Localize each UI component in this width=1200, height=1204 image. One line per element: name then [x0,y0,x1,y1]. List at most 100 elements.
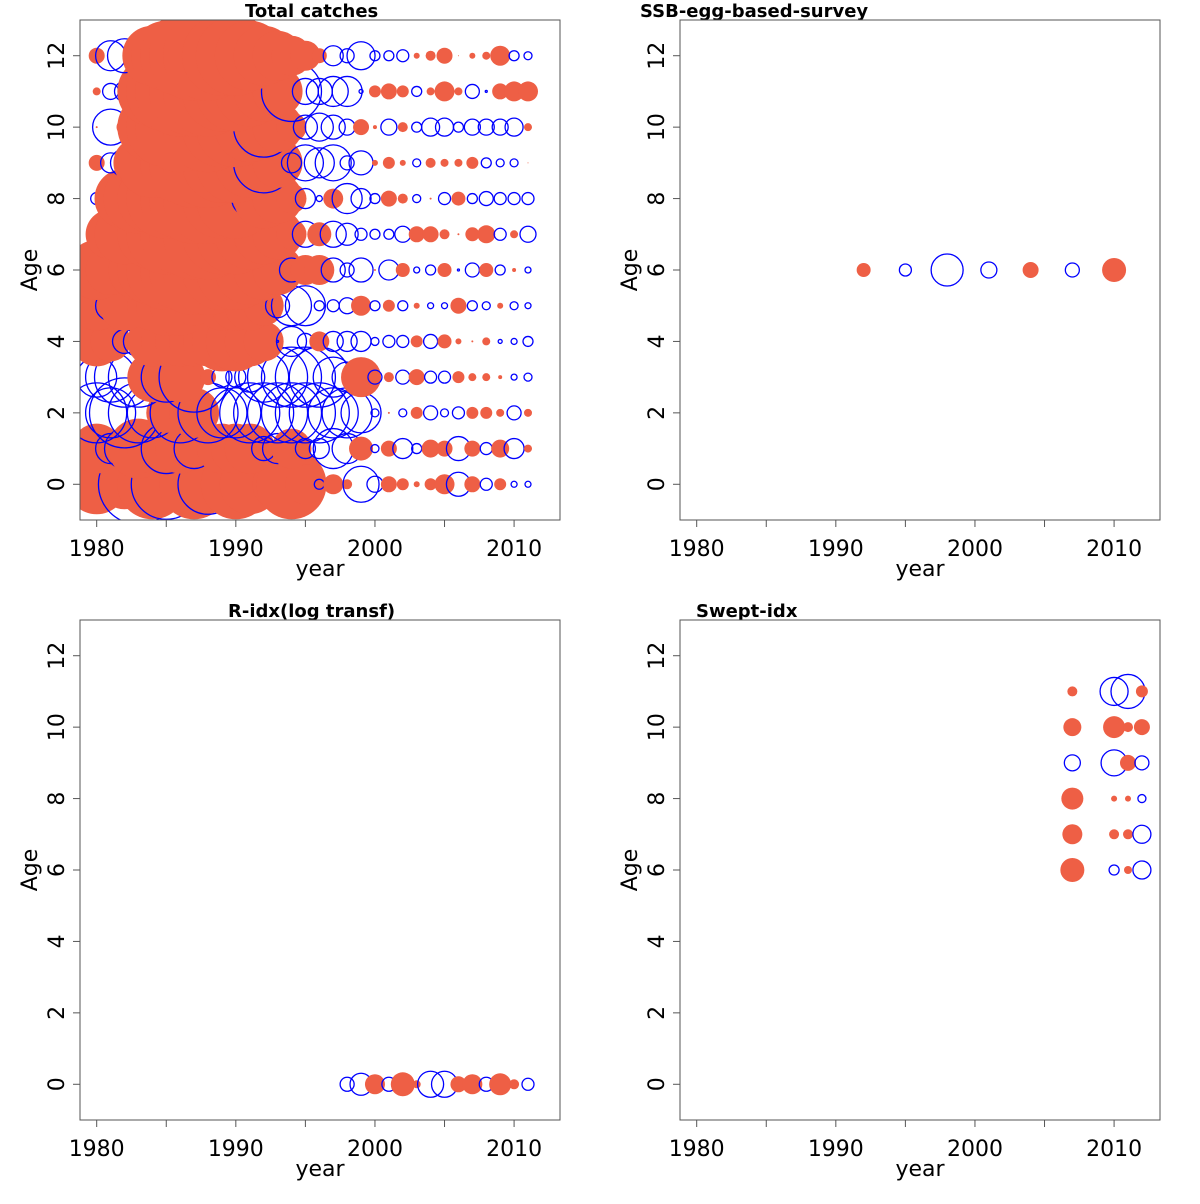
bubble-negative [508,50,520,62]
bubbles [339,1070,535,1098]
bubble-positive [498,375,503,380]
bubble-negative [1134,755,1150,771]
bubble-positive [413,52,420,59]
y-tick-label: 10 [645,713,670,741]
bubble-negative [304,112,334,142]
bubble-negative [422,405,439,421]
bubble-positive [480,406,493,419]
bubble-positive [512,268,517,272]
bubble-negative [521,1077,535,1091]
bubble-negative [348,257,374,283]
x-axis-label: year [895,557,945,582]
bubble-positive [408,226,425,243]
bubble-negative [219,382,281,444]
bubble-negative [493,227,507,241]
x-axis-label: year [295,1157,345,1182]
bubble-negative [80,382,128,444]
y-tick-label: 12 [45,642,70,670]
bubble-negative [411,85,423,98]
bubble-negative [1064,262,1080,278]
bubble-negative [292,114,319,140]
bubble-positive [412,1080,421,1089]
bubble-negative [491,118,509,136]
bubble-negative [369,50,381,62]
x-tick-label: 2010 [1086,537,1142,562]
bubble-positive [311,48,327,64]
bubble-positive [285,464,326,505]
y-tick-label: 6 [45,863,70,877]
bubble-negative [280,152,303,174]
bubble-positive [342,479,353,490]
y-axis-label: Age [18,249,43,292]
bubble-positive [1063,718,1082,737]
bubble-negative [398,408,408,418]
bubbles [80,20,538,520]
bubble-positive [482,51,491,60]
bubble-positive [510,230,519,239]
bubble-negative [294,437,317,460]
bubble-positive [454,158,463,167]
bubble-negative [370,336,380,347]
bubble-negative [497,338,503,345]
y-tick-label: 4 [45,934,70,948]
bubble-positive [450,297,467,314]
bubble-positive [1022,262,1039,278]
bubble-negative [274,382,337,444]
bubble-positive [399,159,406,166]
bubble-negative [423,370,438,384]
y-tick-label: 4 [45,334,70,348]
panel-ssb-egg-survey: SSB-egg-based-survey year Age 1980 1990 20… [618,1,1161,582]
bubble-negative [320,114,346,140]
bubble-positive [304,255,335,285]
bubble-positive [421,439,440,458]
bubble-positive [464,476,481,493]
bubble-negative [354,227,368,241]
bubble-negative [395,369,411,385]
bubble-negative [466,300,478,312]
bubble-negative [348,150,374,176]
bubble-negative [320,257,346,283]
bubble-negative [331,182,363,215]
bubble-negative [413,266,421,274]
bubble-negative [434,117,455,137]
bubble-negative [523,51,533,61]
bubble-negative [411,121,423,133]
bubble-negative [481,301,491,311]
bubble-negative [464,262,480,278]
bubble-positive [471,340,474,343]
bubble-positive [380,476,397,493]
bubble-negative [479,441,493,456]
bubble-negative [383,50,395,62]
bubble-negative [350,330,372,353]
bubble-negative [335,222,359,246]
x-tick-label: 1980 [69,537,125,562]
bubble-positive [1125,795,1131,802]
panel-title: R-idx(log transf) [228,601,395,622]
bubble-positive [92,87,101,96]
bubble-negative [383,228,395,240]
bubble-positive [482,337,491,346]
bubble-positive [436,440,453,457]
y-tick-label: 8 [645,792,670,806]
bubble-negative [308,437,330,460]
x-tick-label: 2000 [347,537,403,562]
bubble-positive [425,157,436,168]
bubble-positive [395,263,410,277]
bubble-positive [426,87,435,96]
bubble-negative [284,285,327,327]
bubble-positive [413,302,420,309]
bubble-negative [437,370,452,384]
y-tick-label: 0 [45,477,70,491]
bubble-negative [1099,676,1129,707]
bubble-negative [479,477,493,491]
bubble-negative [314,144,352,182]
bubble-negative [350,187,372,210]
y-tick-label: 0 [645,1077,670,1091]
bubble-positive [454,87,463,96]
bubble-positive [477,225,496,244]
bubble-negative [286,144,325,182]
bubble-positive [856,263,871,277]
bubble-negative [338,118,356,136]
bubble-negative [480,157,492,169]
